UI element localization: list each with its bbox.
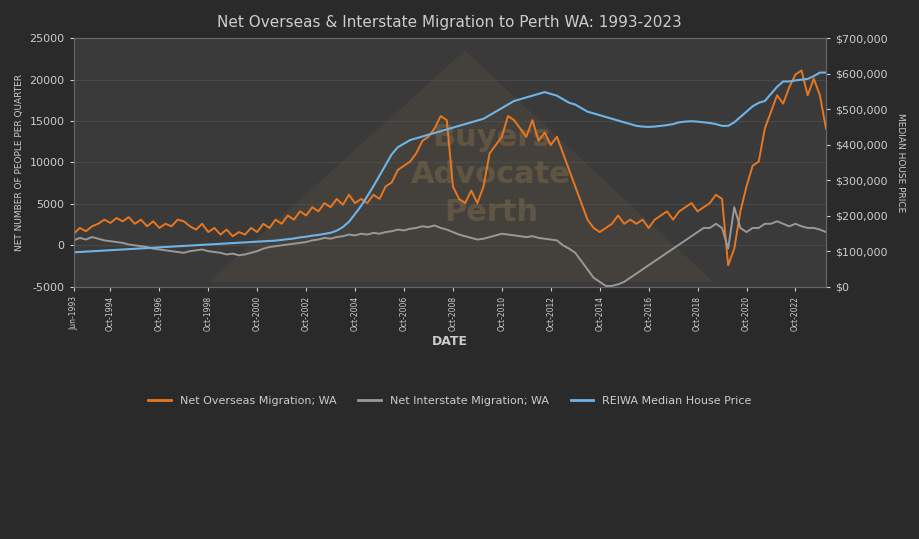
Y-axis label: MEDIAN HOUSE PRICE: MEDIAN HOUSE PRICE bbox=[895, 113, 904, 212]
Polygon shape bbox=[209, 51, 712, 282]
Legend: Net Overseas Migration; WA, Net Interstate Migration; WA, REIWA Median House Pri: Net Overseas Migration; WA, Net Intersta… bbox=[144, 392, 754, 411]
Title: Net Overseas & Interstate Migration to Perth WA: 1993-2023: Net Overseas & Interstate Migration to P… bbox=[217, 15, 682, 30]
Text: Advocate: Advocate bbox=[411, 161, 571, 189]
X-axis label: DATE: DATE bbox=[431, 335, 468, 348]
Text: Perth: Perth bbox=[444, 198, 538, 227]
Text: Buyers: Buyers bbox=[432, 123, 550, 152]
Y-axis label: NET NUMBER OF PEOPLE PER QUARTER: NET NUMBER OF PEOPLE PER QUARTER bbox=[15, 74, 24, 251]
